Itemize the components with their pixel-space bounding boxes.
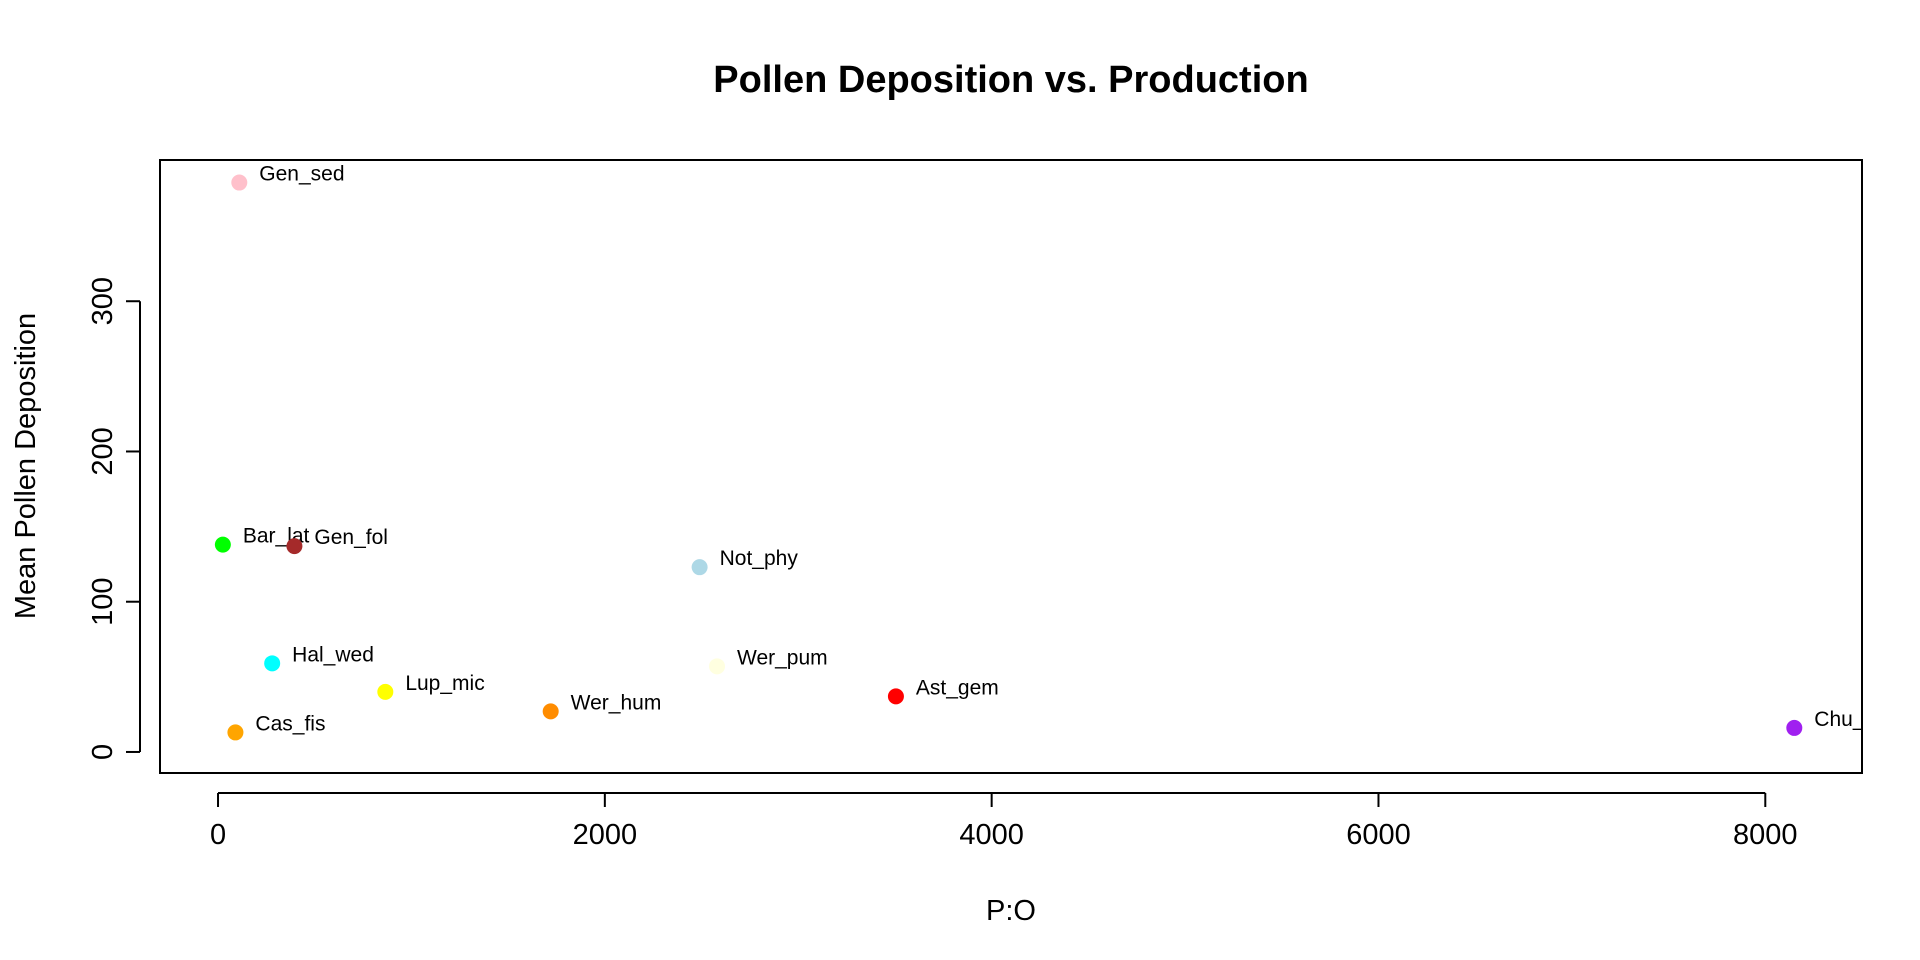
data-point	[1786, 719, 1803, 736]
point-label: Cas_fis	[255, 712, 325, 735]
x-tick-label: 0	[210, 819, 226, 851]
data-point	[377, 683, 394, 700]
data-point	[264, 655, 281, 672]
y-axis: 0 100 200 300	[87, 277, 141, 760]
y-tick-label: 200	[87, 427, 119, 475]
y-tick-label: 100	[87, 578, 119, 626]
chart-title: Pollen Deposition vs. Production	[713, 59, 1308, 101]
point-label: Ast_gem	[916, 676, 999, 699]
data-point	[709, 658, 726, 675]
point-label: Lup_mic	[405, 672, 484, 695]
point-label: Gen_fol	[314, 526, 388, 549]
x-tick-label: 8000	[1733, 819, 1798, 851]
x-tick-label: 2000	[573, 819, 638, 851]
data-point	[286, 538, 303, 555]
data-point	[542, 703, 559, 720]
y-tick-label: 300	[87, 277, 119, 325]
point-label: Gen_sed	[259, 163, 344, 186]
data-point	[227, 724, 244, 741]
data-point	[691, 559, 708, 576]
data-point	[214, 536, 231, 553]
y-axis-label: Mean Pollen Deposition	[10, 313, 42, 619]
point-label: Wer_pum	[737, 646, 828, 669]
data-point	[887, 688, 904, 705]
x-axis-label: P:O	[986, 895, 1036, 927]
x-axis: 0 2000 4000 6000 8000	[210, 792, 1798, 851]
x-tick-label: 4000	[959, 819, 1024, 851]
data-point	[231, 174, 248, 191]
point-label: Chu_	[1814, 708, 1865, 731]
x-tick-label: 6000	[1346, 819, 1411, 851]
point-label: Not_phy	[720, 547, 799, 570]
point-label: Wer_hum	[571, 691, 662, 714]
point-label: Hal_wed	[292, 643, 374, 666]
y-tick-label: 0	[87, 744, 119, 760]
plot-frame	[159, 159, 1863, 774]
